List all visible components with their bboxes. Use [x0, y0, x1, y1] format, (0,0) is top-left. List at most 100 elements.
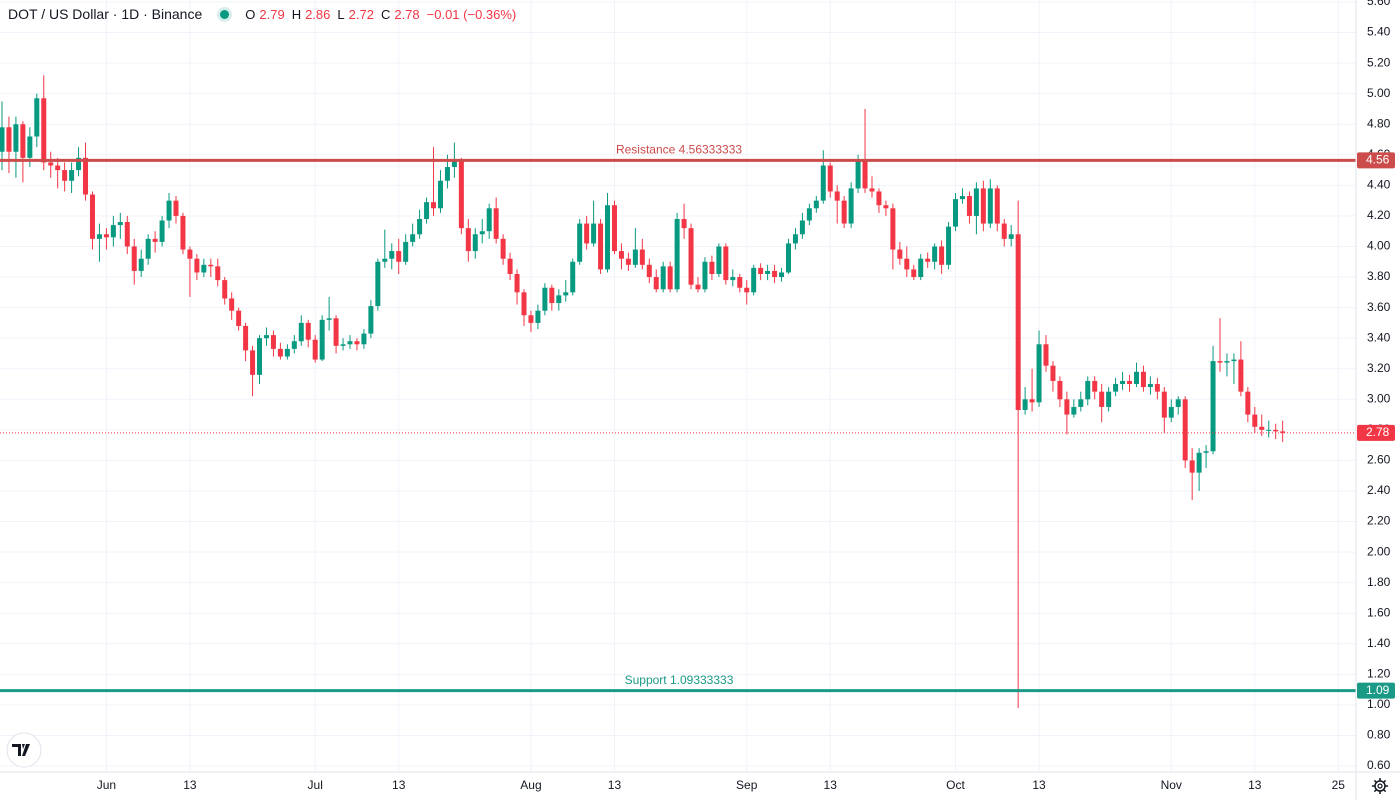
candle-body [966, 196, 972, 216]
candle-body [437, 180, 443, 209]
y-tick-label: 2.20 [1367, 514, 1391, 528]
ohlc-value: 2.86 [305, 6, 331, 22]
candle-body [284, 348, 290, 357]
status-dot [220, 9, 230, 19]
candle-body [827, 165, 833, 192]
candle-body [493, 208, 499, 239]
candle-body [444, 167, 450, 181]
candle-body [556, 295, 562, 304]
candle-body [723, 246, 729, 281]
candle-body [925, 258, 931, 262]
ohlc-label: H [291, 6, 302, 22]
candle-body [229, 298, 235, 311]
candle-body [1259, 426, 1265, 430]
candle-body [1113, 384, 1119, 392]
candle-body [730, 277, 736, 281]
last-price-badge [1357, 424, 1395, 441]
candle-body [55, 165, 61, 171]
settings-icon[interactable] [1372, 778, 1388, 794]
candle-body [96, 234, 102, 239]
candle-body [89, 194, 95, 239]
candle-body [326, 318, 332, 320]
candle-body [598, 223, 604, 270]
candle-body [688, 228, 694, 285]
candle-body [222, 280, 228, 299]
candle-body [779, 272, 785, 278]
y-tick-label: 3.00 [1367, 391, 1391, 405]
candle-body [1029, 399, 1035, 403]
candle-body [208, 264, 214, 267]
candle-body [194, 258, 200, 273]
y-tick-label: 3.20 [1367, 361, 1391, 375]
candle-body [270, 335, 276, 349]
y-tick-label: 1.80 [1367, 575, 1391, 589]
candle-body [486, 208, 492, 232]
candle-body [862, 160, 868, 189]
candle-body [890, 208, 896, 250]
candle-body [883, 205, 889, 209]
candle-body [1133, 371, 1139, 385]
x-tick-label: 13 [183, 778, 197, 792]
candle-body [173, 200, 179, 216]
candle-body [611, 205, 617, 252]
candle-body [389, 251, 395, 259]
y-tick-label: 1.40 [1367, 636, 1391, 650]
ohlc-value: 2.79 [259, 6, 285, 22]
candle-body [243, 325, 249, 351]
candle-body [152, 238, 158, 242]
price-badge-label: 1.09 [1366, 683, 1390, 697]
ohlc-label: O [245, 6, 256, 22]
candle-body [138, 258, 144, 271]
candle-body [69, 170, 75, 181]
candle-body [1120, 380, 1126, 385]
candle-body [201, 264, 207, 273]
candle-body [549, 287, 555, 304]
candle-body [131, 246, 137, 271]
candle-body [813, 200, 819, 209]
y-tick-label: 5.40 [1367, 25, 1391, 39]
candle-body [834, 191, 840, 201]
candle-body [737, 277, 743, 288]
candle-body [333, 318, 339, 346]
gear-ring [1374, 780, 1386, 792]
candle-body [312, 339, 318, 360]
candle-body [1266, 429, 1272, 431]
candle-body [973, 188, 979, 216]
candle-body [180, 215, 186, 250]
candle-body [347, 341, 353, 345]
candle-body [166, 200, 172, 221]
candle-body [291, 341, 297, 349]
candle-body [855, 160, 861, 189]
y-tick-label: 3.80 [1367, 269, 1391, 283]
y-tick-label: 3.40 [1367, 330, 1391, 344]
candle-body [653, 277, 659, 290]
candle-body [403, 241, 409, 262]
candle-body [1161, 391, 1167, 418]
candle-body [431, 202, 437, 209]
candle-body [959, 196, 965, 200]
candle-body [980, 188, 986, 224]
symbol-title: DOT / US Dollar · 1D · Binance [8, 6, 203, 22]
candle-body [1064, 399, 1070, 415]
x-tick-label: 13 [1248, 778, 1262, 792]
candle-body [1238, 359, 1244, 392]
x-tick-label: Nov [1161, 778, 1182, 792]
candle-body [1140, 371, 1146, 388]
x-tick-label: 25 [1332, 778, 1346, 792]
candle-body [500, 238, 506, 259]
candle-body [744, 287, 750, 293]
candle-body [904, 258, 910, 270]
candle-body [277, 348, 283, 357]
candle-body [897, 249, 903, 259]
y-tick-label: 2.00 [1367, 544, 1391, 558]
grid [0, 0, 1356, 772]
candle-body [646, 264, 652, 278]
candle-body [806, 208, 812, 221]
candle-body [1057, 380, 1063, 400]
y-tick-label: 0.60 [1367, 758, 1391, 772]
candle-body [577, 223, 583, 262]
y-tick-label: 5.00 [1367, 86, 1391, 100]
candle-body [1231, 359, 1237, 362]
candle-body [1036, 344, 1042, 403]
y-tick-label: 5.60 [1367, 0, 1391, 8]
